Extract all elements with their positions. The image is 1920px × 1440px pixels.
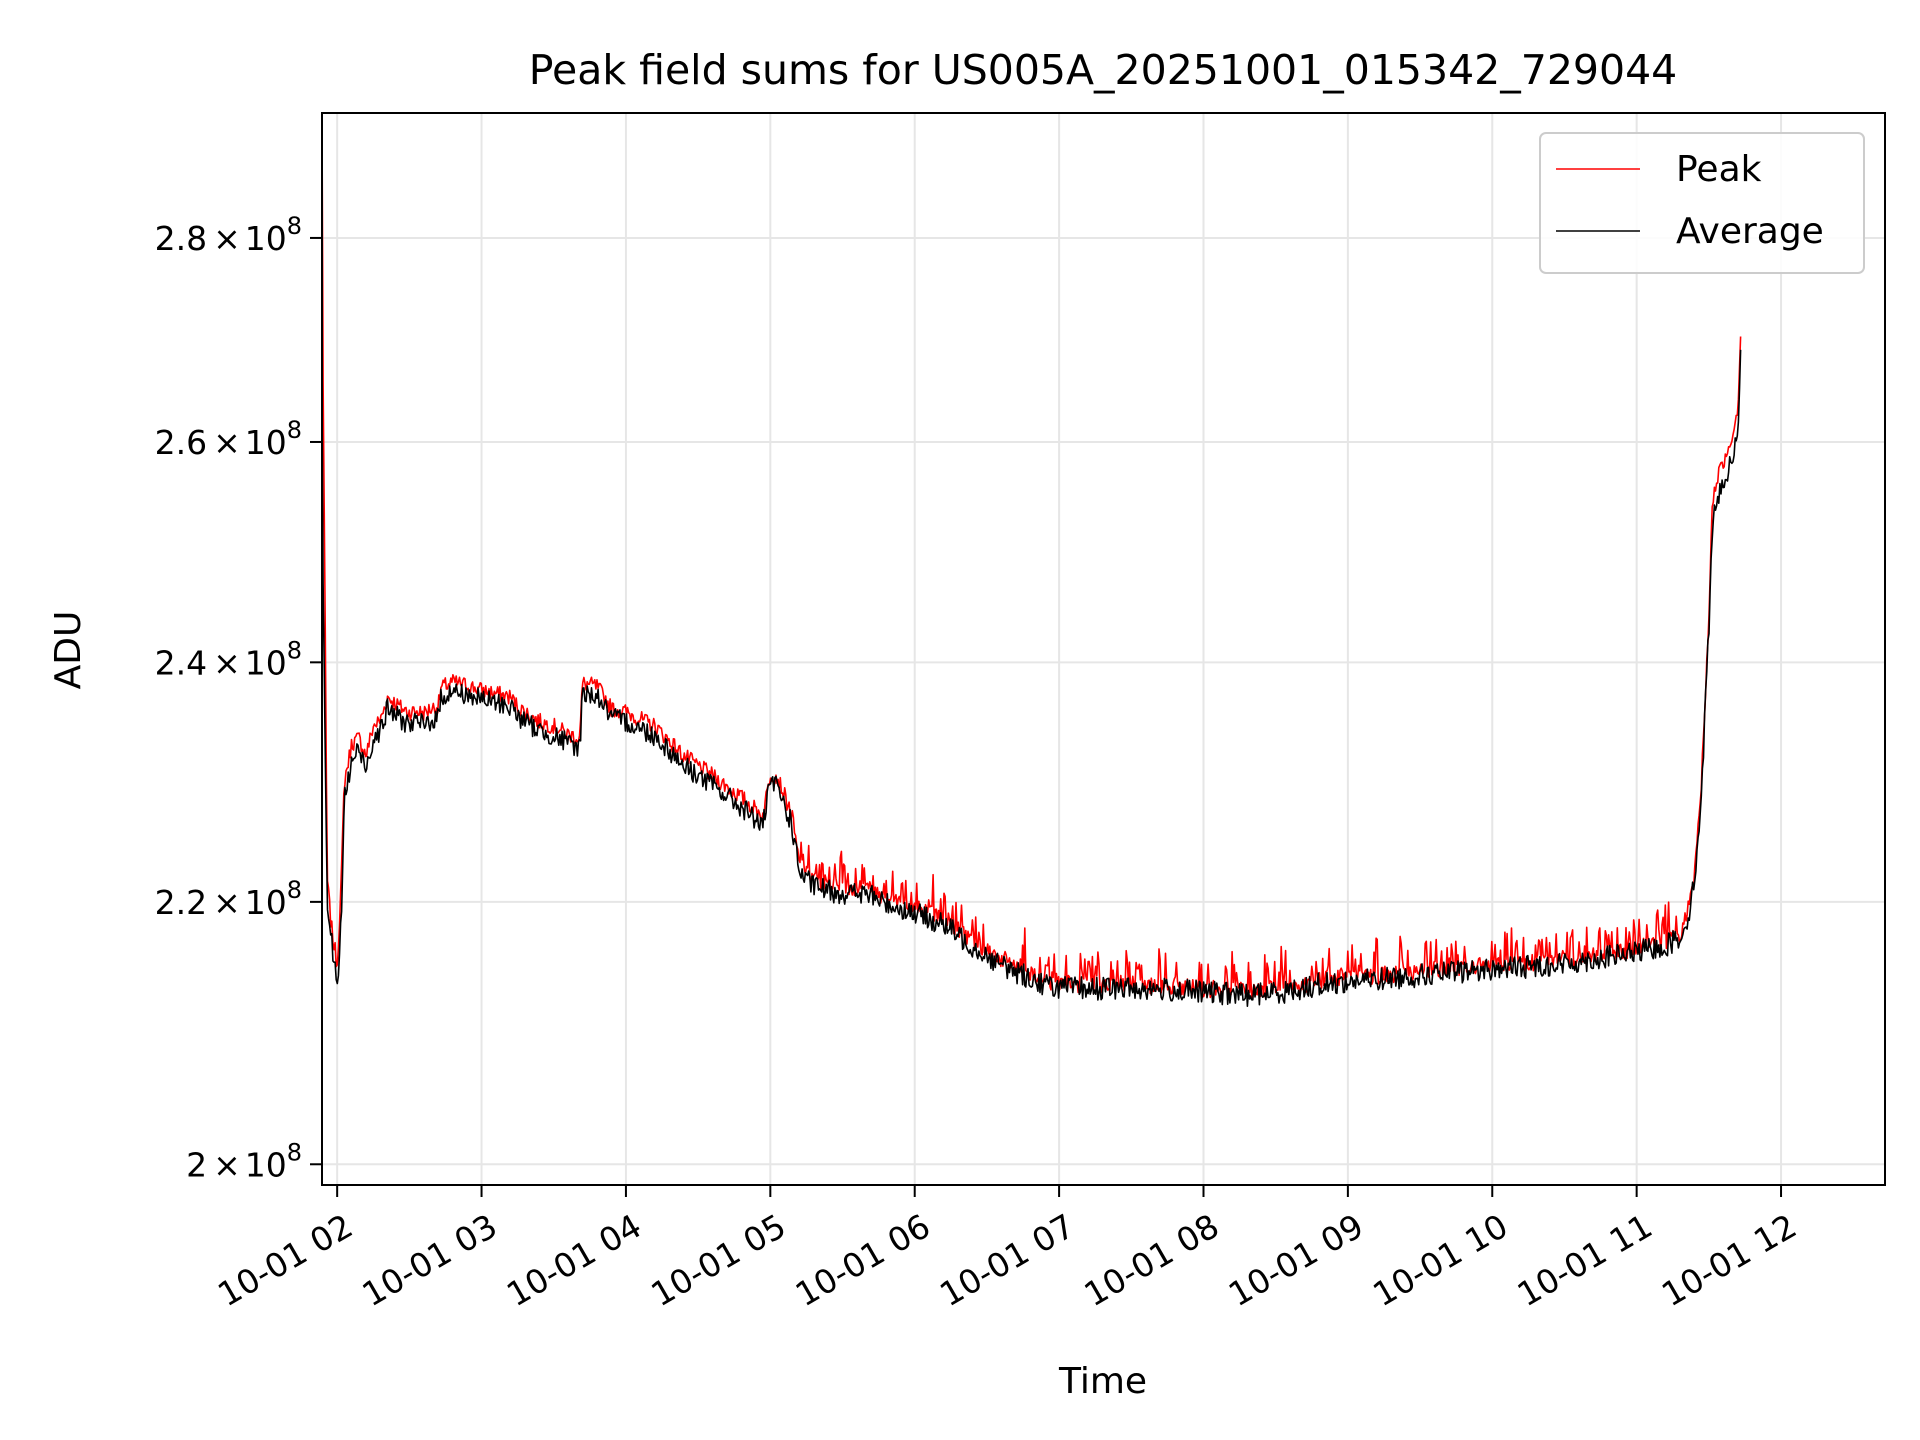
y-tick-label: 2 × 108 <box>186 1138 302 1184</box>
y-tick-base: 10 <box>245 1145 287 1184</box>
legend[interactable]: Peak Average <box>1539 132 1865 274</box>
y-tick-mantissa: 2 <box>186 1145 207 1184</box>
y-tick-base: 10 <box>245 643 287 682</box>
y-tick-mantissa: 2.8 <box>155 219 207 258</box>
y-tick-mantissa: 2.4 <box>155 643 207 682</box>
y-tick-label: 2.8 × 108 <box>155 212 302 258</box>
y-tick-times: × <box>213 1145 241 1184</box>
y-tick-exp: 8 <box>287 212 302 240</box>
y-tick-exp: 8 <box>287 416 302 444</box>
legend-label-peak: Peak <box>1676 149 1762 190</box>
y-tick-base: 10 <box>245 219 287 258</box>
legend-box <box>1539 132 1865 274</box>
y-tick-base: 10 <box>245 423 287 462</box>
y-tick-times: × <box>213 883 241 922</box>
series-line-peak <box>321 121 1742 1000</box>
y-tick-label: 2.4 × 108 <box>155 636 302 682</box>
chart-title: Peak field sums for US005A_20251001_0153… <box>529 46 1678 94</box>
y-axis-label: ADU <box>48 611 89 690</box>
y-tick-label: 2.2 × 108 <box>155 876 302 922</box>
y-tick-times: × <box>213 423 241 462</box>
y-tick-exp: 8 <box>287 1138 302 1166</box>
y-tick-label: 2.6 × 108 <box>155 416 302 462</box>
grid <box>322 113 1885 1185</box>
series-line-average <box>321 349 1742 1008</box>
y-tick-exp: 8 <box>287 876 302 904</box>
plot-frame <box>321 112 1886 1186</box>
legend-label-average: Average <box>1676 211 1824 252</box>
y-tick-base: 10 <box>245 883 287 922</box>
y-tick-mantissa: 2.6 <box>155 423 207 462</box>
y-tick-times: × <box>213 643 241 682</box>
y-tick-mantissa: 2.2 <box>155 883 207 922</box>
y-tick-exp: 8 <box>287 636 302 664</box>
y-tick-times: × <box>213 219 241 258</box>
series-layer <box>321 121 1742 1008</box>
x-axis-label: Time <box>1058 1361 1147 1402</box>
